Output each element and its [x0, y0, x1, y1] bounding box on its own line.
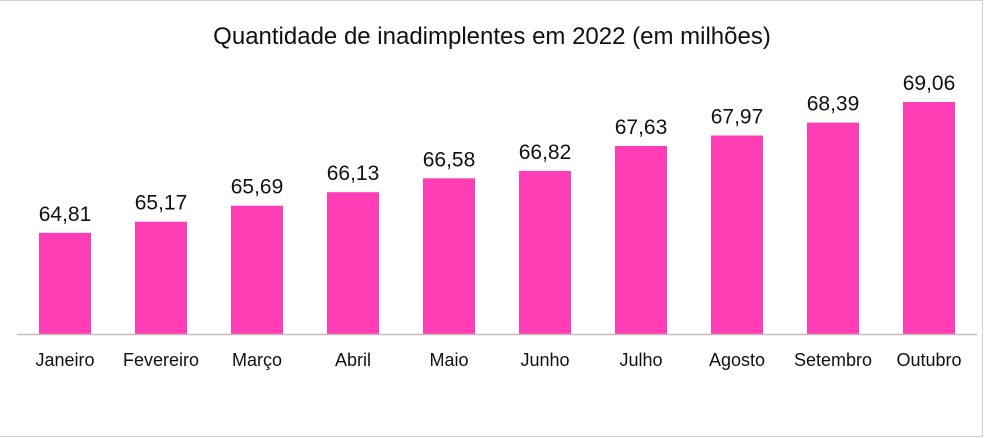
bar-junho — [519, 170, 571, 334]
x-tick-label: Fevereiro — [123, 350, 199, 370]
x-tick-label: Agosto — [709, 350, 765, 370]
bar-agosto — [711, 135, 763, 334]
x-tick-label: Maio — [429, 350, 468, 370]
bar-março — [231, 205, 283, 334]
bar-setembro — [807, 122, 859, 334]
data-label: 68,39 — [807, 93, 860, 116]
bar-maio — [423, 178, 475, 334]
x-tick-label: Outubro — [896, 350, 961, 370]
bar-fevereiro — [135, 221, 187, 334]
data-label: 65,69 — [231, 176, 284, 199]
bars-group — [39, 102, 955, 334]
x-tick-label: Setembro — [794, 350, 872, 370]
bar-janeiro — [39, 232, 91, 334]
x-tick-label: Junho — [520, 350, 569, 370]
x-tick-label: Abril — [335, 350, 371, 370]
bar-abril — [327, 192, 379, 334]
x-tick-label: Janeiro — [35, 350, 94, 370]
bar-outubro — [903, 102, 955, 334]
data-label: 66,58 — [423, 148, 476, 171]
data-label: 66,13 — [327, 162, 380, 185]
data-label: 67,63 — [615, 116, 668, 139]
data-label: 64,81 — [39, 203, 92, 226]
x-tick-labels-group: Janeiro Fevereiro Março Abril Maio Junho Julho… — [35, 350, 961, 370]
data-labels-group: 64,81 65,17 65,69 66,13 66,58 66,82 67,63 67,97… — [39, 72, 956, 226]
x-tick-label: Março — [232, 350, 282, 370]
data-label: 67,97 — [711, 106, 764, 129]
data-label: 65,17 — [135, 192, 188, 215]
chart-title: Quantidade de inadimplentes em 2022 (em … — [213, 23, 771, 50]
bar-julho — [615, 146, 667, 334]
x-tick-label: Julho — [619, 350, 662, 370]
data-label: 66,82 — [519, 141, 572, 164]
data-label: 69,06 — [903, 72, 956, 95]
